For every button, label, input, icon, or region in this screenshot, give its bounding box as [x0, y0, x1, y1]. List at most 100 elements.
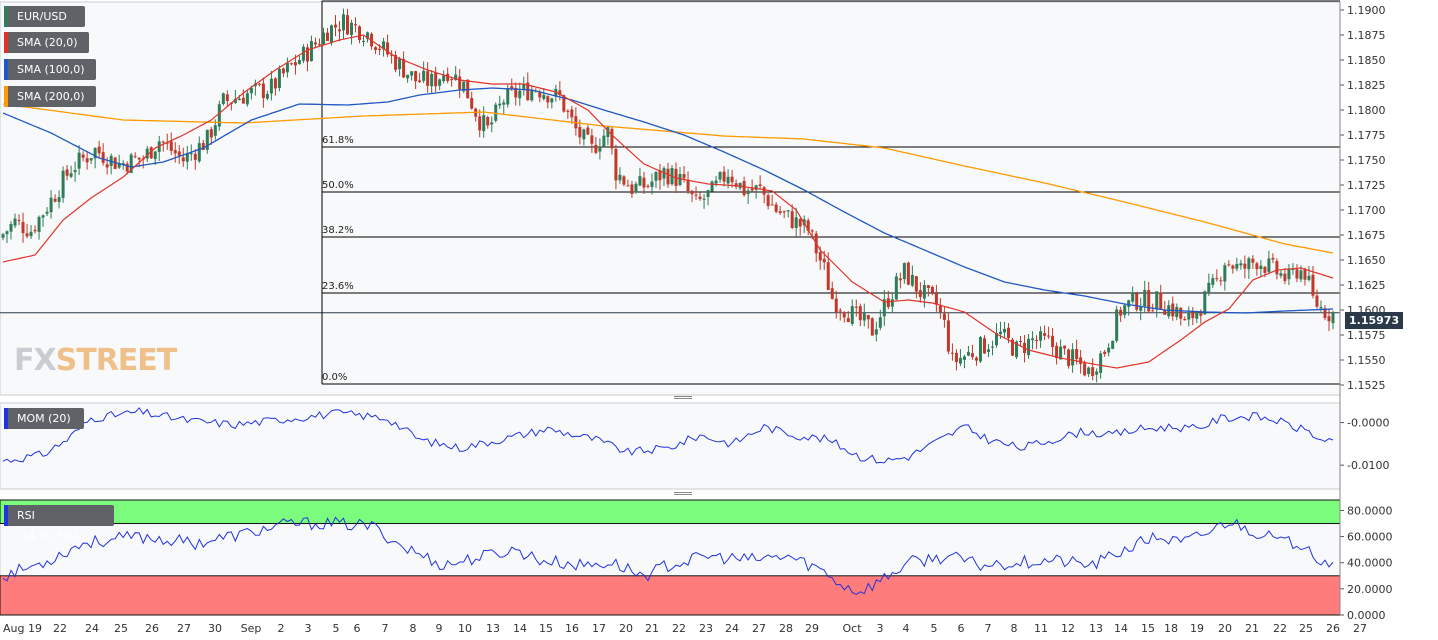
y-tick-label: 1.1900	[1347, 4, 1386, 17]
axes: Aug 19 22 24 25 26 27 30 Sep 2 3 5 6 7 8 9 10 13 14 15 16 17…	[0, 2, 1393, 635]
x-tick-label: 9	[436, 622, 443, 635]
x-tick-label: 24	[725, 622, 739, 635]
candle-up	[794, 217, 798, 229]
candle-up	[205, 129, 209, 150]
x-tick-label: 3	[305, 622, 312, 635]
candle-down	[125, 163, 129, 172]
symbol-label: EUR/USD	[17, 10, 67, 23]
candle-up	[862, 313, 866, 321]
candle-down	[926, 285, 930, 288]
candle-down	[1275, 260, 1279, 275]
candle-up	[1267, 258, 1271, 273]
candle-down	[594, 144, 598, 153]
legend-sma20[interactable]: SMA (20,0)	[4, 32, 89, 53]
candle-up	[786, 210, 790, 212]
candle-down	[838, 310, 842, 312]
candle-down	[374, 47, 378, 51]
candle-down	[1055, 345, 1059, 359]
legend-symbol[interactable]: EUR/USD	[4, 6, 85, 27]
x-tick-label: 13	[486, 622, 500, 635]
candle-down	[346, 15, 350, 35]
candle-up	[582, 129, 586, 140]
candle-down	[974, 357, 978, 361]
candle-down	[1163, 310, 1167, 315]
candle-down	[914, 276, 918, 292]
candle-up	[41, 215, 45, 218]
candle-down	[1119, 309, 1123, 316]
candle-down	[982, 338, 986, 354]
candle-up	[49, 197, 53, 213]
candle-down	[358, 26, 362, 41]
candle-down	[281, 68, 285, 74]
legend-momentum[interactable]: MOM (20)	[4, 408, 84, 429]
candle-up	[1291, 269, 1295, 271]
rsi-swatch	[4, 505, 8, 526]
candle-up	[702, 198, 706, 200]
candle-down	[1083, 363, 1087, 376]
candle-down	[566, 110, 570, 112]
candle-down	[1271, 257, 1275, 260]
momentum-tick-label: -0.0100	[1347, 459, 1389, 472]
candle-up	[362, 40, 366, 42]
candle-up	[1059, 346, 1063, 360]
legend-sma200[interactable]: SMA (200,0)	[4, 86, 96, 107]
candle-down	[742, 181, 746, 196]
candle-down	[510, 86, 514, 89]
logo-fx: FX	[14, 343, 57, 378]
candle-down	[1295, 269, 1299, 279]
x-tick-label: 27	[177, 622, 191, 635]
candle-up	[1331, 312, 1335, 324]
x-tick-label: 25	[1299, 622, 1313, 635]
candle-down	[1251, 258, 1255, 263]
candle-up	[1299, 270, 1303, 280]
x-tick-label: 5	[333, 622, 340, 635]
candle-down	[293, 62, 297, 66]
x-tick-label: 24	[85, 622, 99, 635]
candle-down	[470, 98, 474, 109]
candle-up	[189, 153, 193, 155]
legend-rsi[interactable]: RSI (14,70,30,1)	[4, 505, 114, 543]
candle-down	[273, 78, 277, 89]
fibonacci-levels: 61.8% 50.0% 38.2% 23.6% 0.0%	[321, 0, 1340, 385]
candle-down	[806, 220, 810, 231]
candle-up	[398, 58, 402, 70]
candle-down	[1075, 349, 1079, 360]
candle-down	[402, 59, 406, 78]
candle-up	[217, 104, 221, 127]
candle-down	[658, 170, 662, 181]
candle-up	[269, 78, 273, 94]
candle-down	[798, 219, 802, 227]
y-tick-label: 1.1650	[1347, 254, 1386, 267]
candle-down	[137, 157, 141, 160]
candle-down	[33, 229, 37, 232]
candle-down	[354, 24, 358, 26]
candle-up	[890, 299, 894, 307]
y-tick-label: 1.1550	[1347, 354, 1386, 367]
x-tick-label: 17	[592, 622, 606, 635]
y-tick-label: 1.1750	[1347, 154, 1386, 167]
x-tick-label: 3	[877, 622, 884, 635]
candle-down	[1151, 310, 1155, 312]
sma200-label: SMA (200,0)	[17, 90, 85, 103]
candle-down	[1019, 340, 1023, 342]
fib-level-label: 0.0%	[322, 372, 347, 383]
candle-down	[526, 82, 530, 101]
candle-down	[758, 184, 762, 187]
candle-down	[934, 293, 938, 305]
candle-down	[970, 353, 974, 358]
legend-sma100[interactable]: SMA (100,0)	[4, 59, 96, 80]
y-tick-label: 1.1800	[1347, 104, 1386, 117]
sma100-swatch	[4, 59, 8, 80]
candle-down	[1327, 316, 1331, 322]
last-price-tag: 1.15973	[1345, 312, 1404, 329]
candle-down	[730, 176, 734, 183]
candle-down	[610, 128, 614, 149]
candle-down	[1063, 345, 1067, 349]
candle-up	[329, 25, 333, 43]
candle-down	[1263, 267, 1267, 273]
rsi-tick-label: 20.0000	[1347, 583, 1393, 596]
candle-up	[878, 317, 882, 328]
candle-up	[221, 93, 225, 104]
fib-level-label: 61.8%	[322, 135, 354, 146]
